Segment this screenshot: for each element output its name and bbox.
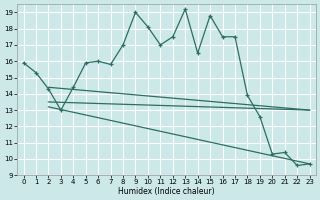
X-axis label: Humidex (Indice chaleur): Humidex (Indice chaleur) xyxy=(118,187,215,196)
